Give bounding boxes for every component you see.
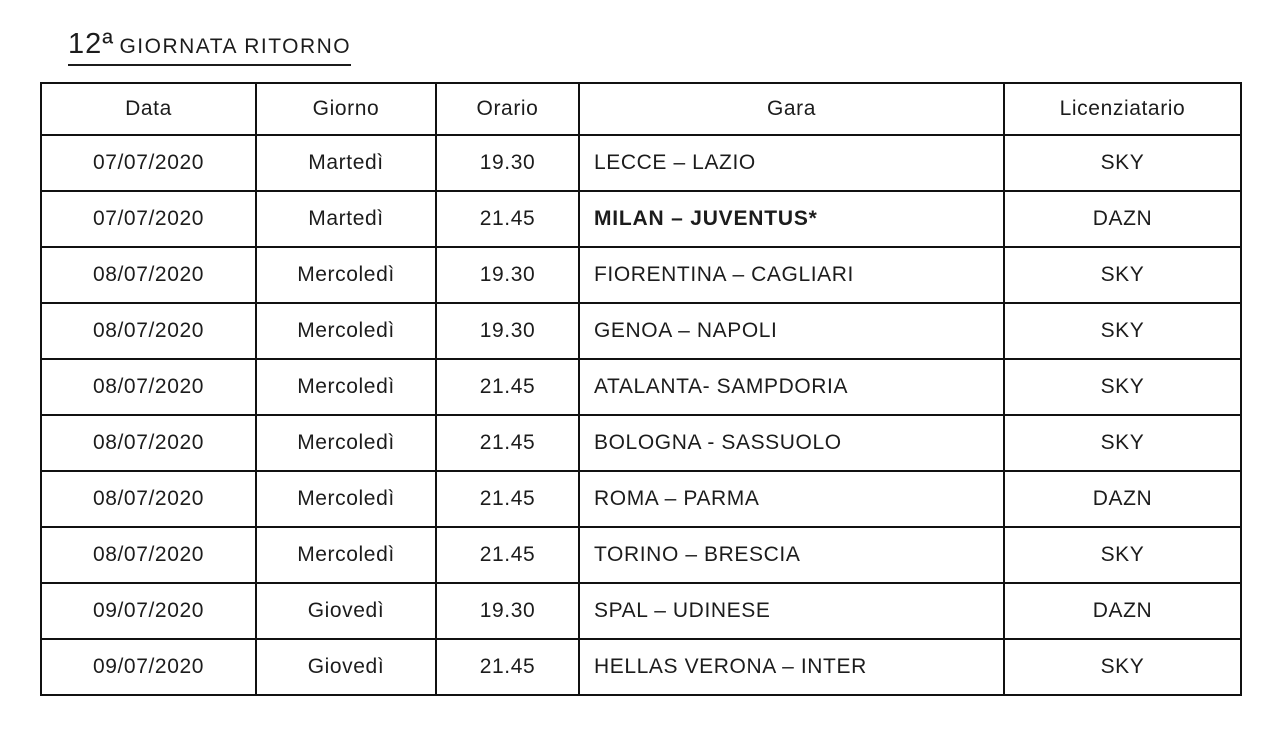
cell-match: BOLOGNA - SASSUOLO	[578, 414, 1005, 472]
cell-day: Martedì	[255, 134, 437, 192]
col-header-giorno: Giorno	[255, 82, 437, 136]
cell-date: 08/07/2020	[40, 414, 257, 472]
cell-broadcaster: SKY	[1003, 134, 1242, 192]
cell-broadcaster: SKY	[1003, 638, 1242, 696]
table-row: 08/07/2020 Mercoledì 19.30 GENOA – NAPOL…	[40, 302, 1242, 360]
cell-day: Giovedì	[255, 582, 437, 640]
table-row: 08/07/2020 Mercoledì 21.45 ATALANTA- SAM…	[40, 358, 1242, 416]
cell-broadcaster: SKY	[1003, 302, 1242, 360]
cell-date: 09/07/2020	[40, 582, 257, 640]
cell-match: HELLAS VERONA – INTER	[578, 638, 1005, 696]
table-row: 08/07/2020 Mercoledì 21.45 BOLOGNA - SAS…	[40, 414, 1242, 472]
cell-match: ATALANTA- SAMPDORIA	[578, 358, 1005, 416]
cell-date: 09/07/2020	[40, 638, 257, 696]
cell-match: ROMA – PARMA	[578, 470, 1005, 528]
cell-time: 21.45	[435, 414, 580, 472]
cell-match: TORINO – BRESCIA	[578, 526, 1005, 584]
cell-date: 07/07/2020	[40, 134, 257, 192]
header-row: Data Giorno Orario Gara Licenziatario	[40, 82, 1242, 136]
fixtures-table: Data Giorno Orario Gara Licenziatario 07…	[40, 82, 1242, 696]
table-row: 08/07/2020 Mercoledì 21.45 TORINO – BRES…	[40, 526, 1242, 584]
cell-broadcaster: DAZN	[1003, 582, 1242, 640]
table-row: 08/07/2020 Mercoledì 21.45 ROMA – PARMA …	[40, 470, 1242, 528]
cell-day: Mercoledì	[255, 302, 437, 360]
cell-broadcaster: SKY	[1003, 358, 1242, 416]
cell-match: LECCE – LAZIO	[578, 134, 1005, 192]
cell-broadcaster: DAZN	[1003, 470, 1242, 528]
cell-time: 21.45	[435, 190, 580, 248]
cell-match: FIORENTINA – CAGLIARI	[578, 246, 1005, 304]
cell-day: Mercoledì	[255, 414, 437, 472]
cell-match: MILAN – JUVENTUS*	[578, 190, 1005, 248]
cell-time: 21.45	[435, 358, 580, 416]
cell-day: Giovedì	[255, 638, 437, 696]
cell-broadcaster: SKY	[1003, 414, 1242, 472]
cell-time: 21.45	[435, 638, 580, 696]
cell-time: 21.45	[435, 526, 580, 584]
fixtures-body: 07/07/2020 Martedì 19.30 LECCE – LAZIO S…	[40, 134, 1242, 696]
col-header-licenziatario: Licenziatario	[1003, 82, 1242, 136]
table-row: 07/07/2020 Martedì 19.30 LECCE – LAZIO S…	[40, 134, 1242, 192]
cell-day: Mercoledì	[255, 358, 437, 416]
cell-time: 19.30	[435, 302, 580, 360]
cell-match: SPAL – UDINESE	[578, 582, 1005, 640]
table-row: 07/07/2020 Martedì 21.45 MILAN – JUVENTU…	[40, 190, 1242, 248]
cell-day: Mercoledì	[255, 526, 437, 584]
cell-date: 08/07/2020	[40, 470, 257, 528]
col-header-gara: Gara	[578, 82, 1005, 136]
cell-time: 19.30	[435, 582, 580, 640]
col-header-data: Data	[40, 82, 257, 136]
table-row: 08/07/2020 Mercoledì 19.30 FIORENTINA – …	[40, 246, 1242, 304]
cell-broadcaster: SKY	[1003, 246, 1242, 304]
cell-date: 08/07/2020	[40, 302, 257, 360]
cell-date: 08/07/2020	[40, 358, 257, 416]
cell-date: 08/07/2020	[40, 526, 257, 584]
matchday-number: 12ª	[68, 28, 114, 60]
cell-time: 21.45	[435, 470, 580, 528]
cell-time: 19.30	[435, 134, 580, 192]
cell-time: 19.30	[435, 246, 580, 304]
cell-date: 08/07/2020	[40, 246, 257, 304]
cell-date: 07/07/2020	[40, 190, 257, 248]
col-header-orario: Orario	[435, 82, 580, 136]
table-row: 09/07/2020 Giovedì 19.30 SPAL – UDINESE …	[40, 582, 1242, 640]
cell-match: GENOA – NAPOLI	[578, 302, 1005, 360]
cell-broadcaster: SKY	[1003, 526, 1242, 584]
page-title: 12ª GIORNATA RITORNO	[68, 28, 352, 66]
cell-broadcaster: DAZN	[1003, 190, 1242, 248]
cell-day: Martedì	[255, 190, 437, 248]
matchday-label: GIORNATA RITORNO	[119, 35, 352, 58]
table-row: 09/07/2020 Giovedì 21.45 HELLAS VERONA –…	[40, 638, 1242, 696]
cell-day: Mercoledì	[255, 470, 437, 528]
cell-day: Mercoledì	[255, 246, 437, 304]
